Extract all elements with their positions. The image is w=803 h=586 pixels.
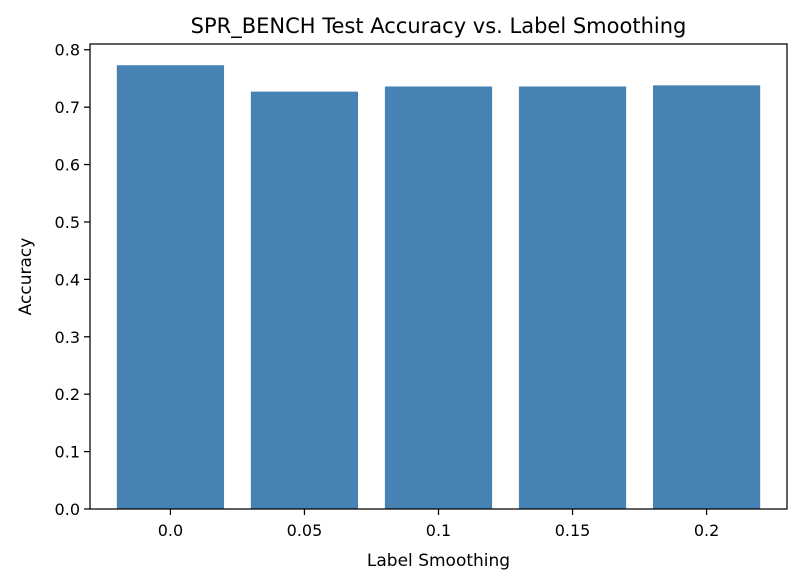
y-tick-label: 0.3	[55, 328, 80, 347]
plot-frame	[89, 43, 788, 510]
x-tick-label: 0.2	[694, 521, 719, 540]
bar-0.2	[652, 85, 761, 509]
bar-0.15	[518, 86, 627, 510]
y-tick-label: 0.4	[55, 270, 80, 289]
x-tick-label: 0.05	[287, 521, 323, 540]
x-axis-ticks: 0.0 0.05 0.1 0.15 0.2	[158, 509, 719, 540]
x-axis-label: Label Smoothing	[367, 551, 510, 571]
y-tick-label: 0.8	[55, 41, 80, 60]
y-tick-label: 0.2	[55, 385, 80, 404]
chart-title: SPR_BENCH Test Accuracy vs. Label Smooth…	[191, 14, 687, 39]
y-axis-ticks: 0.0 0.1 0.2 0.3 0.4 0.5 0.6 0.7 0.8	[55, 41, 90, 519]
bars-group	[116, 65, 761, 510]
y-tick-label: 0.7	[55, 98, 80, 117]
x-tick-label: 0.0	[158, 521, 183, 540]
y-tick-label: 0.6	[55, 156, 80, 175]
y-tick-label: 0.0	[55, 500, 80, 519]
y-tick-label: 0.5	[55, 213, 80, 232]
x-tick-label: 0.15	[555, 521, 591, 540]
y-tick-label: 0.1	[55, 443, 80, 462]
y-axis-label: Accuracy	[16, 238, 36, 316]
bar-0.0	[116, 65, 225, 510]
bar-0.1	[384, 86, 493, 510]
x-tick-label: 0.1	[426, 521, 451, 540]
bar-0.05	[250, 91, 359, 510]
